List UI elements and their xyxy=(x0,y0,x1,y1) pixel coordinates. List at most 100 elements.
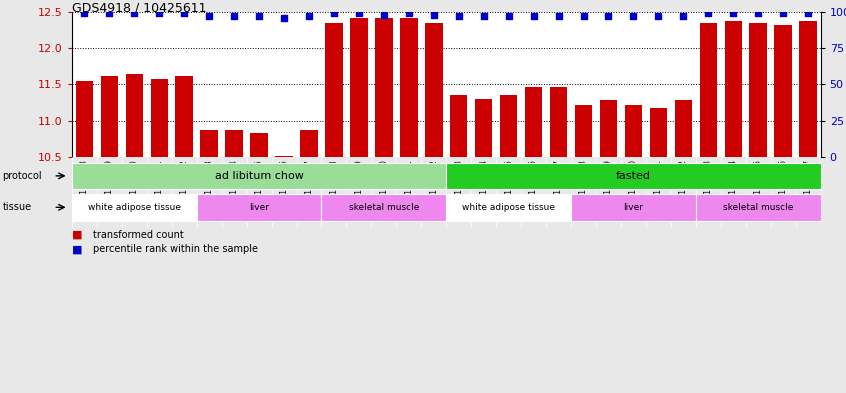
Text: GSM1131289: GSM1131289 xyxy=(354,159,364,210)
Text: skeletal muscle: skeletal muscle xyxy=(723,203,794,212)
Text: GSM1131282: GSM1131282 xyxy=(179,159,189,210)
Point xyxy=(427,11,441,18)
Text: percentile rank within the sample: percentile rank within the sample xyxy=(93,244,258,254)
Bar xyxy=(750,23,767,157)
Point xyxy=(602,13,615,19)
Bar xyxy=(774,25,792,157)
Text: GSM1131304: GSM1131304 xyxy=(728,159,738,210)
Text: GSM1131290: GSM1131290 xyxy=(379,159,388,210)
Point xyxy=(552,13,565,19)
Point xyxy=(327,10,341,17)
Bar xyxy=(450,95,468,157)
Bar xyxy=(125,73,143,157)
Text: GSM1131279: GSM1131279 xyxy=(105,159,114,210)
Bar xyxy=(175,76,193,157)
Text: tissue: tissue xyxy=(3,202,31,212)
Text: GSM1131288: GSM1131288 xyxy=(329,159,338,210)
Bar xyxy=(250,133,268,157)
Text: GSM1131295: GSM1131295 xyxy=(504,159,514,210)
Text: skeletal muscle: skeletal muscle xyxy=(349,203,419,212)
Text: fasted: fasted xyxy=(616,171,651,181)
Point xyxy=(252,13,266,19)
Point xyxy=(277,15,291,21)
Text: protocol: protocol xyxy=(3,171,42,181)
Point xyxy=(352,10,365,17)
Point xyxy=(651,13,665,19)
Point xyxy=(152,10,166,17)
Text: GSM1131299: GSM1131299 xyxy=(604,159,613,210)
Bar xyxy=(275,156,293,157)
Bar xyxy=(375,18,393,157)
Bar xyxy=(300,130,318,157)
Text: liver: liver xyxy=(249,203,269,212)
Text: GSM1131284: GSM1131284 xyxy=(229,159,239,210)
Text: GSM1131278: GSM1131278 xyxy=(80,159,89,210)
Bar xyxy=(447,163,821,189)
Text: GSM1131301: GSM1131301 xyxy=(654,159,663,210)
Point xyxy=(751,10,765,17)
Text: GSM1131305: GSM1131305 xyxy=(754,159,763,210)
Text: GSM1131285: GSM1131285 xyxy=(255,159,264,210)
Text: ■: ■ xyxy=(72,230,86,240)
Bar xyxy=(799,20,817,157)
Bar xyxy=(475,99,492,157)
Point xyxy=(502,13,515,19)
Bar xyxy=(425,23,442,157)
Text: GSM1131283: GSM1131283 xyxy=(205,159,214,210)
Bar xyxy=(75,81,93,157)
Text: GSM1131281: GSM1131281 xyxy=(155,159,164,210)
Point xyxy=(727,10,740,17)
Point xyxy=(701,10,715,17)
Text: GSM1131306: GSM1131306 xyxy=(778,159,788,210)
Bar xyxy=(151,79,168,157)
Point xyxy=(577,13,591,19)
Text: GSM1131297: GSM1131297 xyxy=(554,159,563,210)
Bar xyxy=(447,194,571,220)
Text: transformed count: transformed count xyxy=(93,230,184,240)
Point xyxy=(402,10,415,17)
Text: GSM1131300: GSM1131300 xyxy=(629,159,638,210)
Point xyxy=(477,13,491,19)
Point xyxy=(627,13,640,19)
Bar xyxy=(624,105,642,157)
Text: GSM1131292: GSM1131292 xyxy=(429,159,438,210)
Bar xyxy=(500,95,518,157)
Bar xyxy=(724,20,742,157)
Point xyxy=(677,13,690,19)
Bar xyxy=(400,18,418,157)
Bar xyxy=(225,130,243,157)
Bar xyxy=(72,163,447,189)
Bar xyxy=(201,130,218,157)
Text: GSM1131302: GSM1131302 xyxy=(678,159,688,210)
Point xyxy=(178,10,191,17)
Bar xyxy=(571,194,695,220)
Text: white adipose tissue: white adipose tissue xyxy=(462,203,555,212)
Bar xyxy=(525,87,542,157)
Point xyxy=(128,10,141,17)
Point xyxy=(527,13,541,19)
Text: GSM1131298: GSM1131298 xyxy=(579,159,588,210)
Point xyxy=(452,13,465,19)
Text: GSM1131293: GSM1131293 xyxy=(454,159,464,210)
Text: ■: ■ xyxy=(72,244,86,254)
Bar xyxy=(600,101,618,157)
Text: GSM1131307: GSM1131307 xyxy=(804,159,813,210)
Point xyxy=(102,10,116,17)
Text: GSM1131291: GSM1131291 xyxy=(404,159,414,210)
Bar xyxy=(550,87,568,157)
Bar xyxy=(321,194,447,220)
Point xyxy=(302,13,316,19)
Bar xyxy=(700,23,717,157)
Text: GSM1131280: GSM1131280 xyxy=(129,159,139,210)
Bar xyxy=(72,194,196,220)
Text: GSM1131294: GSM1131294 xyxy=(479,159,488,210)
Text: ad libitum chow: ad libitum chow xyxy=(215,171,304,181)
Bar xyxy=(196,194,321,220)
Text: GSM1131286: GSM1131286 xyxy=(279,159,288,210)
Text: white adipose tissue: white adipose tissue xyxy=(88,203,181,212)
Point xyxy=(78,10,91,17)
Text: GSM1131296: GSM1131296 xyxy=(529,159,538,210)
Bar xyxy=(101,76,118,157)
Point xyxy=(777,10,790,17)
Text: GDS4918 / 10425611: GDS4918 / 10425611 xyxy=(72,2,206,15)
